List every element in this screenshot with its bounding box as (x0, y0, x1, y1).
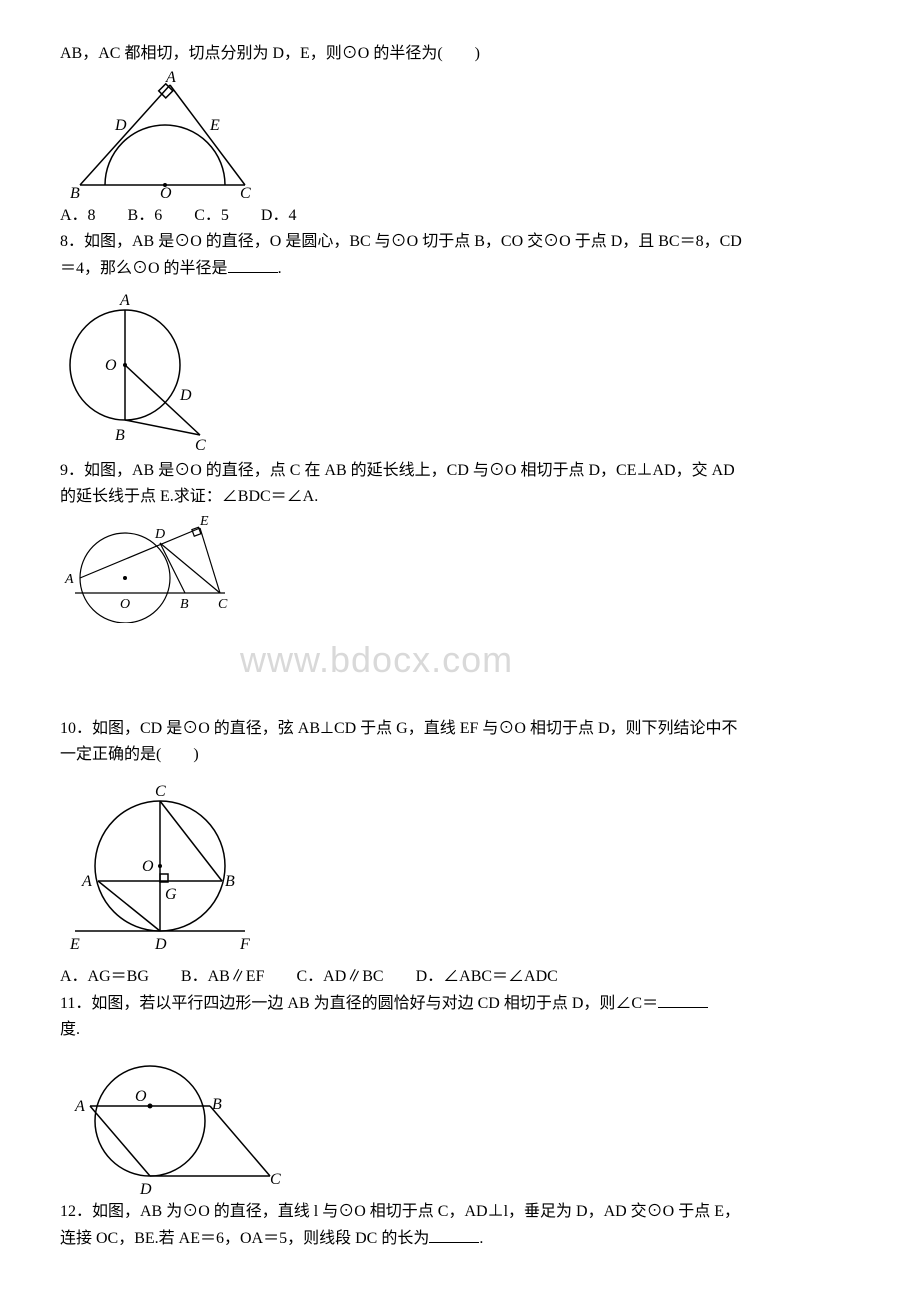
label-D: D (139, 1181, 152, 1196)
label-B: B (115, 427, 125, 444)
q9-stem-2: 的延长线于点 E.求证：∠BDC＝∠A. (60, 485, 860, 509)
q8-stem-1: 8．如图，AB 是⊙O 的直径，O 是圆心，BC 与⊙O 切于点 B，CO 交⊙… (60, 230, 860, 254)
label-A: A (64, 572, 74, 587)
q11-blank[interactable] (658, 991, 708, 1008)
label-O: O (105, 357, 117, 374)
q10-figure: C O A B G E D F (60, 771, 860, 961)
q11-stem-1: 11．如图，若以平行四边形一边 AB 为直径的圆恰好与对边 CD 相切于点 D，… (60, 991, 860, 1016)
q8-blank[interactable] (228, 256, 278, 273)
label-G: G (165, 886, 177, 903)
label-O: O (135, 1088, 147, 1105)
q11-figure: A O B D C (60, 1046, 860, 1196)
label-D: D (154, 936, 167, 953)
label-O: O (142, 858, 154, 875)
label-D: D (179, 387, 192, 404)
label-A: A (74, 1098, 85, 1115)
label-F: F (239, 936, 250, 953)
label-C: C (240, 185, 251, 200)
label-D: D (154, 527, 165, 542)
q8-stem-2a: ＝4，那么⊙O 的半径是 (60, 260, 228, 277)
label-O: O (160, 185, 172, 200)
watermark: www.bdocx.com (240, 633, 860, 687)
label-A: A (165, 70, 176, 86)
q8-stem-2b: . (278, 260, 282, 277)
label-B: B (212, 1096, 222, 1113)
label-C: C (155, 783, 166, 800)
q8-stem-2: ＝4，那么⊙O 的半径是. (60, 256, 860, 281)
q12-stem-2b: . (479, 1230, 483, 1247)
q8-figure: A O D B C (60, 285, 860, 455)
label-C: C (270, 1171, 281, 1188)
q10-options: A．AG＝BG B．AB∥EF C．AD∥BC D．∠ABC＝∠ADC (60, 965, 860, 989)
label-B: B (180, 597, 189, 612)
q10-stem-2: 一定正确的是( ) (60, 743, 860, 767)
q11-stem-2: 度. (60, 1018, 860, 1042)
label-E: E (69, 936, 80, 953)
q12-stem-2a: 连接 OC，BE.若 AE＝6，OA＝5，则线段 DC 的长为 (60, 1230, 429, 1247)
q10-stem-1: 10．如图，CD 是⊙O 的直径，弦 AB⊥CD 于点 G，直线 EF 与⊙O … (60, 717, 860, 741)
q12-blank[interactable] (429, 1226, 479, 1243)
q9-stem-1: 9．如图，AB 是⊙O 的直径，点 C 在 AB 的延长线上，CD 与⊙O 相切… (60, 459, 860, 483)
q7-options: A．8 B．6 C．5 D．4 (60, 204, 860, 228)
label-A: A (81, 873, 92, 890)
q11-stem-1a: 11．如图，若以平行四边形一边 AB 为直径的圆恰好与对边 CD 相切于点 D，… (60, 995, 658, 1012)
label-O: O (120, 597, 130, 612)
q12-stem-2: 连接 OC，BE.若 AE＝6，OA＝5，则线段 DC 的长为. (60, 1226, 860, 1251)
label-C: C (218, 597, 228, 612)
q12-stem-1: 12．如图，AB 为⊙O 的直径，直线 l 与⊙O 相切于点 C，AD⊥l，垂足… (60, 1200, 860, 1224)
label-E: E (209, 117, 220, 134)
label-C: C (195, 437, 206, 454)
q7-stem: AB，AC 都相切，切点分别为 D，E，则⊙O 的半径为( ) (60, 42, 860, 66)
label-B: B (225, 873, 235, 890)
label-B: B (70, 185, 80, 200)
q9-figure: A O D E B C (60, 513, 860, 623)
q7-figure: A D E B O C (60, 70, 860, 200)
label-E: E (199, 514, 209, 529)
label-D: D (114, 117, 127, 134)
label-A: A (119, 292, 130, 309)
